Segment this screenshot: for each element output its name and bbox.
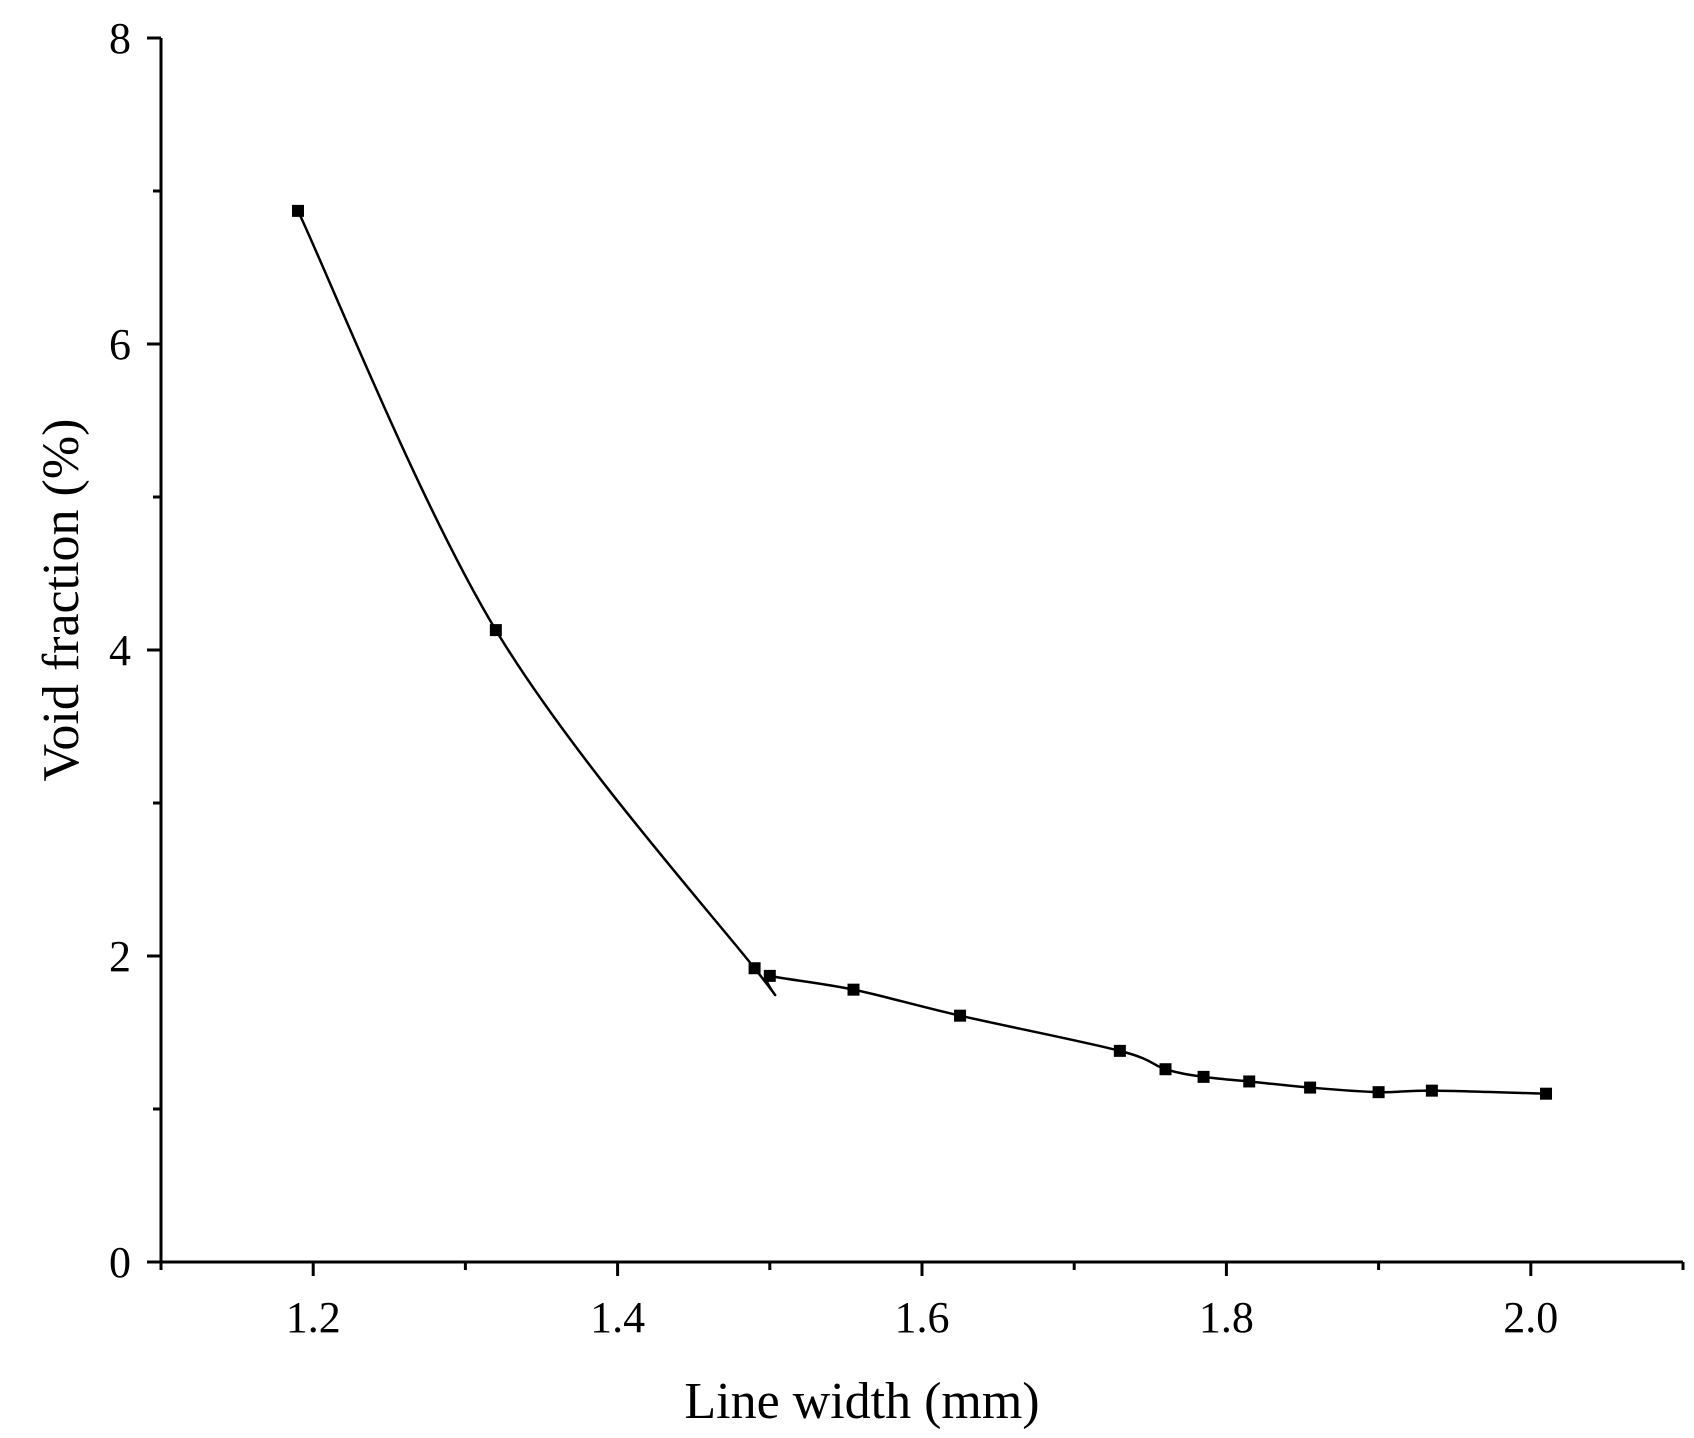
data-point (1243, 1075, 1256, 1088)
data-point (1372, 1086, 1385, 1099)
x-axis-title: Line width (mm) (684, 1373, 1039, 1430)
data-point (1197, 1070, 1210, 1083)
data-point (291, 204, 304, 217)
data-point (1304, 1081, 1317, 1094)
y-tick-label: 0 (109, 1238, 131, 1287)
series-line (296, 210, 1547, 1095)
data-point (954, 1009, 967, 1022)
data-point (1113, 1044, 1126, 1057)
y-tick-label: 2 (109, 932, 131, 981)
y-tick-label: 6 (109, 320, 131, 369)
data-point (1159, 1063, 1172, 1076)
series-layer (291, 204, 1553, 1100)
y-tick-label: 4 (109, 626, 131, 675)
x-tick-label: 1.8 (1199, 1293, 1254, 1342)
data-point (1540, 1087, 1553, 1100)
data-point (847, 983, 860, 996)
data-point (489, 624, 502, 637)
data-point (748, 962, 761, 975)
x-tick-label: 1.2 (286, 1293, 341, 1342)
axes (159, 38, 1683, 1264)
y-tick-label: 8 (109, 14, 131, 63)
data-point (763, 969, 776, 982)
x-tick-label: 2.0 (1503, 1293, 1558, 1342)
ticks: 1.2 1.4 1.6 1.8 2.0 0 2 4 6 8 (109, 14, 1685, 1342)
x-tick-label: 1.6 (895, 1293, 950, 1342)
data-point (1425, 1084, 1438, 1097)
x-tick-label: 1.4 (590, 1293, 645, 1342)
y-axis-title: Void fraction (%) (33, 419, 90, 782)
